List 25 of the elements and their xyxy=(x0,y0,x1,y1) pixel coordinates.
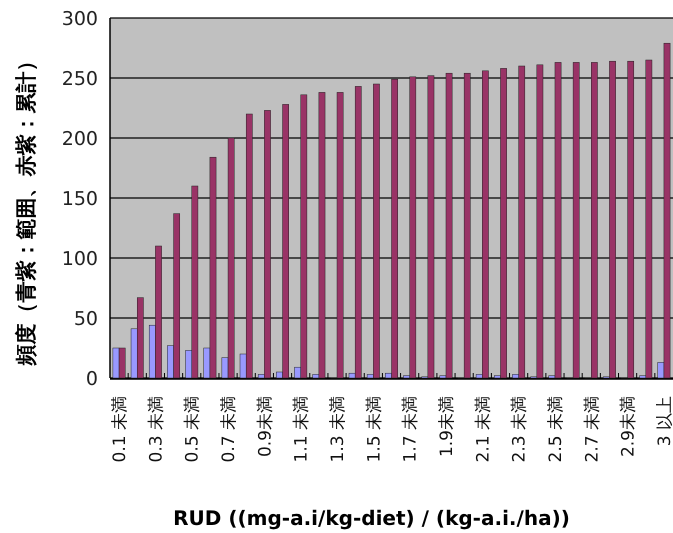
x-tick-label: 2.9未満 xyxy=(618,396,639,458)
y-axis-title: 頻度（青紫：範囲、赤紫：累計） xyxy=(14,50,38,366)
y-tick-label: 150 xyxy=(62,188,98,210)
x-tick-label: 1.9未満 xyxy=(436,396,457,458)
y-tick-label: 0 xyxy=(86,368,98,390)
x-tick-label: 1.1 未満 xyxy=(292,396,312,462)
x-tick-label: 0.7 未満 xyxy=(219,396,240,462)
x-tick-label: 3 以上 xyxy=(654,396,673,446)
x-tick-label: 1.3 未満 xyxy=(328,396,348,462)
x-tick-label: 0.5 未満 xyxy=(182,396,203,462)
x-tick-label: 2.5 未満 xyxy=(546,396,566,462)
x-tick-label: 2.7 未満 xyxy=(582,396,602,462)
x-tick-label: 2.3 未満 xyxy=(510,396,530,462)
x-tick-label: 1.5 未満 xyxy=(364,396,384,462)
x-tick-label: 0.9未満 xyxy=(255,396,276,458)
y-tick-label: 300 xyxy=(62,8,98,30)
x-tick-label: 0.3 未満 xyxy=(146,396,166,462)
x-tick-label: 2.1 未満 xyxy=(473,396,494,462)
x-axis-title: RUD ((mg-a.i/kg-diet) / (kg-a.i./ha)) xyxy=(173,506,570,530)
x-tick-label: 0.1 未満 xyxy=(110,396,130,462)
y-tick-label: 100 xyxy=(62,248,98,270)
y-tick-label: 50 xyxy=(74,308,98,330)
y-tick-label: 250 xyxy=(62,68,98,90)
y-tick-label: 200 xyxy=(62,128,98,150)
x-tick-label: 1.7 未満 xyxy=(400,396,421,462)
